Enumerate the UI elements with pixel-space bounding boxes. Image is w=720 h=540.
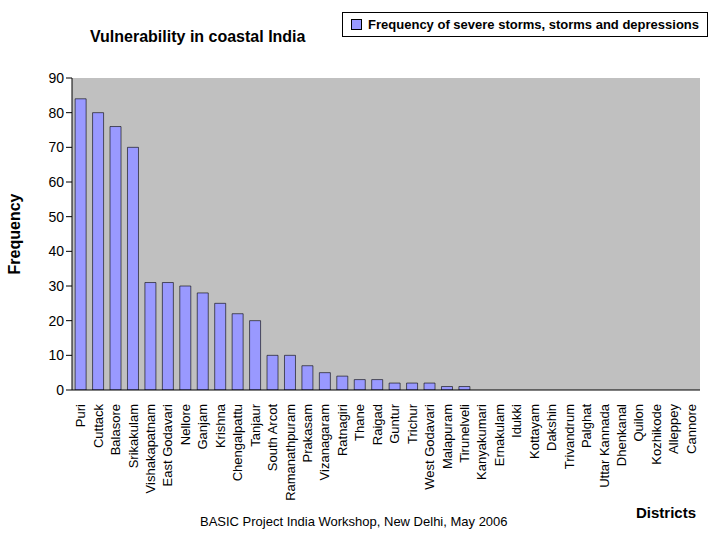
svg-text:Vishakapatnam: Vishakapatnam — [143, 404, 158, 493]
svg-text:Raigad: Raigad — [370, 404, 385, 445]
svg-text:50: 50 — [48, 209, 64, 225]
svg-text:Quilon: Quilon — [631, 404, 646, 442]
svg-text:Krishna: Krishna — [213, 403, 228, 448]
svg-text:Chengalpattu: Chengalpattu — [230, 404, 245, 481]
svg-text:Kottayam: Kottayam — [527, 404, 542, 459]
svg-text:30: 30 — [48, 278, 64, 294]
svg-text:70: 70 — [48, 139, 64, 155]
svg-text:Tanjaur: Tanjaur — [248, 403, 263, 446]
html-text:Frequency of severe storms, st: Frequency of severe storms, storms and d… — [368, 17, 699, 32]
svg-text:Ganjam: Ganjam — [195, 404, 210, 450]
html-text:Vulnerability in coastal India: Vulnerability in coastal India — [90, 28, 306, 45]
svg-text:Cannore: Cannore — [684, 404, 699, 454]
svg-text:Srikakulam: Srikakulam — [126, 404, 141, 468]
svg-text:Trivandrum: Trivandrum — [562, 404, 577, 469]
svg-text:80: 80 — [48, 105, 64, 121]
svg-text:Cuttack: Cuttack — [91, 404, 106, 449]
svg-text:Ratnagiri: Ratnagiri — [335, 404, 350, 456]
svg-text:Frequency: Frequency — [8, 193, 23, 274]
svg-text:Kozhikode: Kozhikode — [649, 404, 664, 465]
svg-text:0: 0 — [56, 382, 64, 398]
svg-text:10: 10 — [48, 347, 64, 363]
svg-text:West Godavari: West Godavari — [422, 404, 437, 490]
svg-text:Ramanathpuram: Ramanathpuram — [283, 404, 298, 500]
svg-text:Dhenkanal: Dhenkanal — [614, 404, 629, 466]
svg-text:Palghat: Palghat — [579, 404, 594, 448]
svg-text:Balasore: Balasore — [108, 404, 123, 455]
svg-text:Trichur: Trichur — [405, 403, 420, 444]
svg-text:Ernakulam: Ernakulam — [492, 404, 507, 466]
svg-text:90: 90 — [48, 70, 64, 86]
svg-text:South Arcot: South Arcot — [265, 404, 280, 472]
svg-text:20: 20 — [48, 313, 64, 329]
html-text:BASIC Project India Workshop,: BASIC Project India Workshop, New Delhi,… — [200, 514, 508, 529]
svg-text:60: 60 — [48, 174, 64, 190]
svg-text:Puri: Puri — [73, 404, 88, 427]
svg-text:Nellore: Nellore — [178, 404, 193, 445]
svg-text:Prakasam: Prakasam — [300, 404, 315, 463]
html-text:Districts: Districts — [636, 504, 696, 521]
svg-text:40: 40 — [48, 243, 64, 259]
svg-text:Malapuram: Malapuram — [440, 404, 455, 469]
svg-text:Thane: Thane — [352, 404, 367, 441]
svg-text:Idukki: Idukki — [509, 404, 524, 438]
svg-text:Alleppey: Alleppey — [666, 404, 681, 454]
svg-text:Guntur: Guntur — [387, 403, 402, 443]
svg-text:Vizanagaram: Vizanagaram — [317, 404, 332, 480]
svg-text:East Godavari: East Godavari — [160, 404, 175, 486]
svg-text:Kanyakumari: Kanyakumari — [474, 404, 489, 480]
svg-text:Dakshin: Dakshin — [544, 404, 559, 451]
svg-text:Tirunelveli: Tirunelveli — [457, 404, 472, 463]
svg-text:Uttar Kannada: Uttar Kannada — [597, 403, 612, 488]
